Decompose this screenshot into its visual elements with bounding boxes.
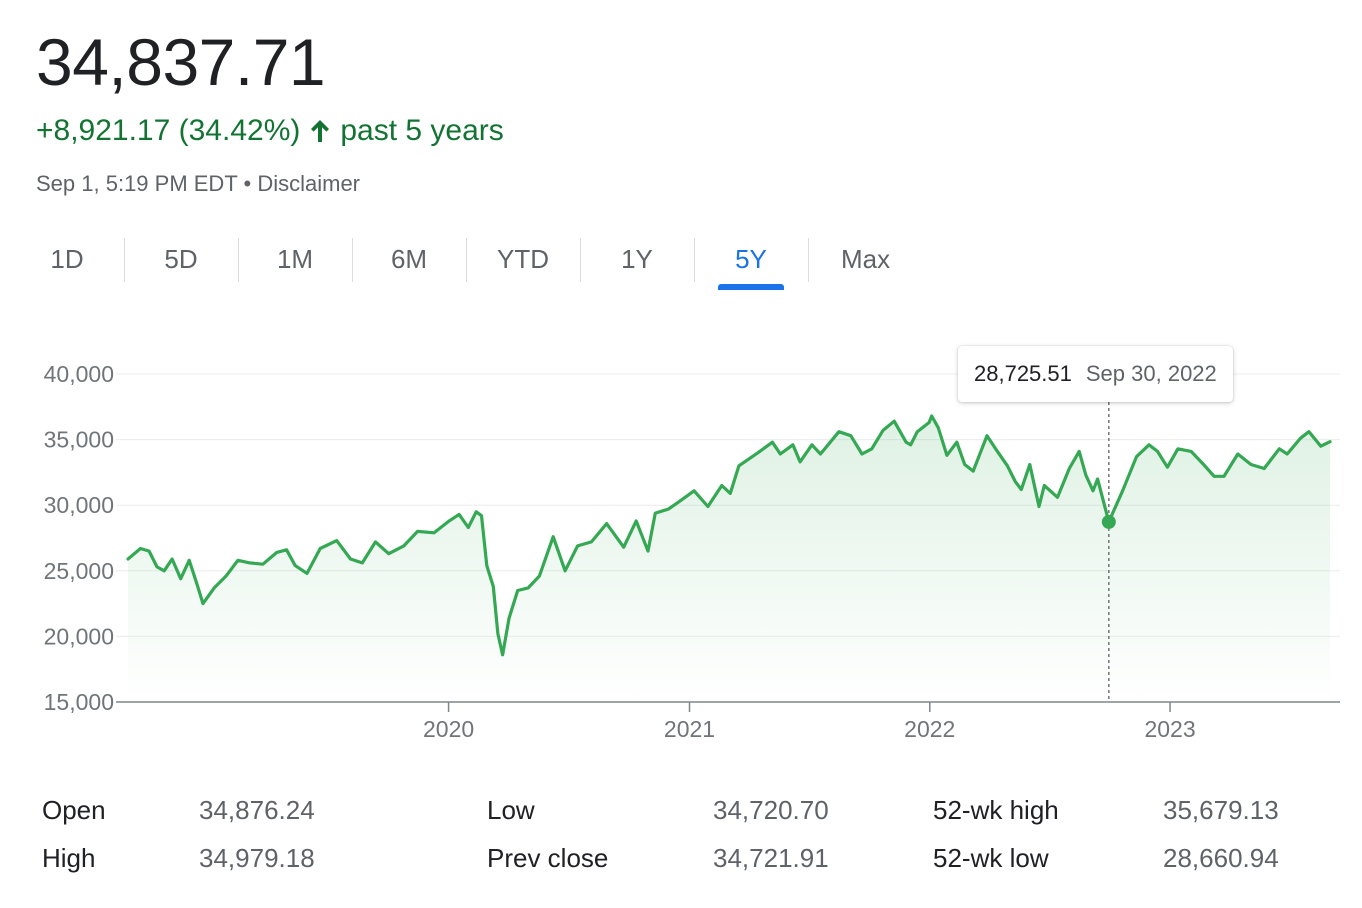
stat-value-open: 34,876.24 [199, 795, 315, 825]
tab-5y[interactable]: 5Y [694, 236, 808, 292]
separator: • [243, 171, 252, 196]
stat-label-52wk-low: 52-wk low [933, 843, 1049, 873]
arrow-up-icon [311, 120, 330, 142]
x-tick-label: 2021 [664, 716, 715, 742]
stat-label-52wk-high: 52-wk high [933, 795, 1059, 825]
change-period: past 5 years [340, 114, 504, 147]
stat-label-high: High [42, 843, 96, 873]
tooltip-value: 28,725.51 [974, 361, 1072, 386]
tab-1y[interactable]: 1Y [580, 236, 694, 292]
tab-1d[interactable]: 1D [50, 244, 84, 274]
change-value: +8,921.17 (34.42%) [36, 114, 301, 147]
x-tick-label: 2022 [904, 716, 955, 742]
quote-timestamp: Sep 1, 5:19 PM EDT [36, 171, 238, 196]
tab-max[interactable]: Max [808, 236, 955, 292]
tab-1m[interactable]: 1M [238, 236, 352, 292]
price-chart[interactable]: 40,000 35,000 30,000 25,000 20,000 15,000 202… [0, 330, 1362, 770]
stat-label-open: Open [42, 795, 106, 825]
current-price: 34,837.71 [36, 25, 326, 99]
y-tick-label: 25,000 [44, 558, 114, 584]
price-change: +8,921.17 (34.42%) past 5 years [36, 112, 504, 150]
stat-value-52wk-high: 35,679.13 [1163, 795, 1279, 825]
range-tabs: 1D 5D 1M 6M YTD 1Y 5Y Max [10, 236, 955, 292]
stat-label-low: Low [487, 795, 535, 825]
x-tick-label: 2023 [1144, 716, 1195, 742]
hover-point [1101, 514, 1116, 529]
disclaimer-link[interactable]: Disclaimer [257, 171, 361, 196]
price-area [128, 416, 1330, 702]
stat-value-high: 34,979.18 [199, 843, 315, 873]
hover-tooltip: 28,725.51 Sep 30, 2022 [958, 346, 1233, 402]
stat-label-prev-close: Prev close [487, 843, 609, 873]
stat-value-low: 34,720.70 [713, 795, 829, 825]
y-tick-label: 15,000 [44, 689, 114, 715]
tab-6m[interactable]: 6M [352, 236, 466, 292]
x-tick-label: 2020 [423, 716, 474, 742]
tooltip-date: Sep 30, 2022 [1085, 361, 1217, 386]
stat-value-prev-close: 34,721.91 [713, 843, 829, 873]
y-tick-label: 20,000 [44, 623, 114, 649]
y-tick-label: 40,000 [44, 361, 114, 387]
stat-value-52wk-low: 28,660.94 [1163, 843, 1279, 873]
quote-meta: Sep 1, 5:19 PM EDT • Disclaimer [36, 170, 360, 198]
tab-ytd[interactable]: YTD [466, 236, 580, 292]
y-tick-label: 35,000 [44, 427, 114, 453]
tab-5d[interactable]: 5D [124, 236, 238, 292]
y-tick-label: 30,000 [44, 492, 114, 518]
